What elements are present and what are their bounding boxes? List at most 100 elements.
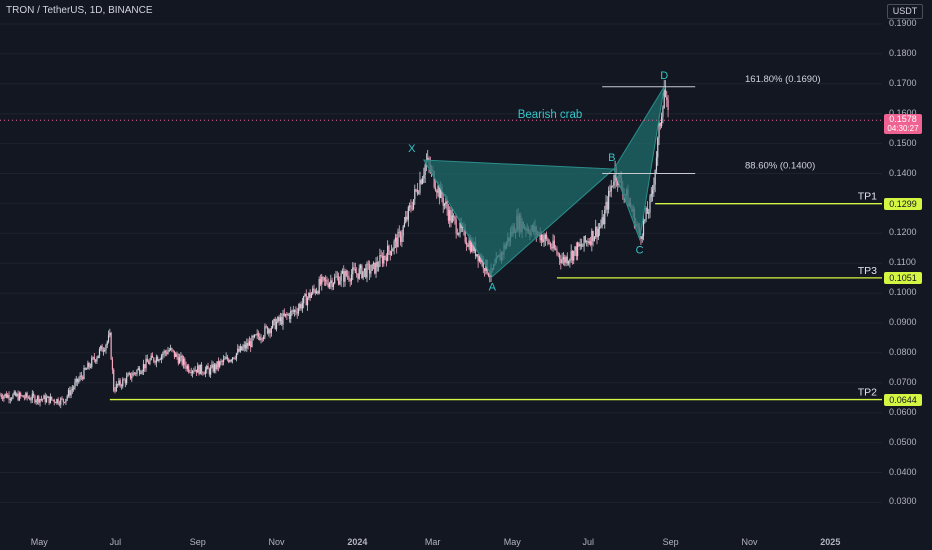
candle-body bbox=[231, 357, 234, 361]
candle-body bbox=[3, 395, 5, 399]
candle-body bbox=[543, 239, 545, 243]
bar-countdown: 04:30:27 bbox=[887, 124, 919, 134]
candle-body bbox=[419, 179, 421, 193]
candle-body bbox=[115, 384, 117, 391]
candle-body bbox=[107, 335, 110, 342]
currency-badge[interactable]: USDT bbox=[887, 4, 923, 19]
candle-body bbox=[0, 394, 1, 396]
candle-body bbox=[197, 365, 199, 373]
candle-body bbox=[392, 248, 394, 252]
candle-body bbox=[53, 399, 55, 403]
candle-body bbox=[415, 189, 417, 191]
candle-body bbox=[193, 370, 195, 372]
candle-body bbox=[114, 390, 116, 392]
candle-body bbox=[22, 395, 24, 398]
candle-body bbox=[378, 266, 380, 268]
candle-body bbox=[482, 258, 484, 269]
candle-body bbox=[596, 226, 598, 238]
candle-body bbox=[124, 379, 126, 384]
candle-body bbox=[132, 372, 134, 377]
candle-body bbox=[578, 242, 580, 247]
candle-body bbox=[113, 369, 115, 391]
harmonic-pattern[interactable]: X A B C D Bearish crab bbox=[408, 70, 668, 294]
candle-body bbox=[653, 184, 655, 190]
target-name-label: TP3 bbox=[858, 265, 877, 277]
candle-body bbox=[204, 369, 207, 375]
candle-body bbox=[195, 369, 198, 373]
candle-body bbox=[663, 89, 665, 108]
candle-body bbox=[65, 398, 67, 403]
candle-body bbox=[60, 398, 62, 405]
candle-body bbox=[575, 246, 577, 257]
candle-body bbox=[269, 329, 271, 334]
candle-body bbox=[154, 361, 156, 363]
candle-body bbox=[172, 349, 174, 351]
candle-body bbox=[477, 254, 479, 262]
candle-body bbox=[235, 353, 238, 359]
candle-body bbox=[73, 387, 75, 389]
annotation-lines[interactable]: 161.80% (0.1690) 88.60% (0.1400) TP1 TP3 TP2 bbox=[0, 74, 882, 401]
candle-body bbox=[166, 352, 168, 355]
candle-body bbox=[133, 372, 135, 374]
candle-body bbox=[468, 240, 470, 247]
candle-body bbox=[150, 355, 152, 360]
candle-body bbox=[397, 231, 399, 248]
fib-level-label: 88.60% (0.1400) bbox=[745, 161, 815, 172]
candle-body bbox=[118, 380, 120, 385]
candle-body bbox=[602, 217, 605, 225]
candle-body bbox=[567, 261, 570, 264]
candle-body bbox=[128, 373, 130, 375]
y-tick-label: 0.1700 bbox=[889, 77, 917, 88]
candle-body bbox=[78, 379, 80, 383]
candle-body bbox=[556, 249, 558, 254]
candle-body bbox=[260, 338, 262, 340]
candle-body bbox=[614, 167, 616, 182]
candle-body bbox=[555, 248, 557, 250]
candle-body bbox=[31, 393, 33, 400]
y-tick-label: 0.0900 bbox=[889, 317, 917, 327]
candle-body bbox=[604, 210, 606, 225]
candle-body bbox=[449, 210, 451, 221]
candle-body bbox=[137, 368, 139, 371]
pattern-triangle-xab bbox=[422, 159, 616, 278]
candle-body bbox=[379, 255, 381, 267]
candle-body bbox=[381, 256, 384, 264]
candle-body bbox=[548, 243, 550, 245]
candle-body bbox=[409, 205, 411, 207]
candle-body bbox=[233, 357, 235, 359]
candle-body bbox=[455, 219, 457, 234]
candle-body bbox=[287, 314, 289, 316]
candle-body bbox=[322, 276, 324, 278]
grid bbox=[0, 23, 882, 503]
candle-body bbox=[221, 361, 223, 363]
candle-body bbox=[104, 350, 106, 351]
candle-body bbox=[323, 277, 325, 281]
candle-body bbox=[610, 186, 612, 192]
pattern-triangle-bcd bbox=[613, 86, 665, 242]
candle-body bbox=[321, 276, 323, 285]
candle-body bbox=[304, 294, 306, 296]
candle-body bbox=[190, 372, 192, 374]
candle-body bbox=[593, 236, 596, 242]
candle-body bbox=[4, 393, 6, 396]
candle-body bbox=[123, 379, 125, 381]
candle-body bbox=[135, 373, 137, 375]
candle-body bbox=[301, 303, 303, 309]
candle-body bbox=[87, 362, 89, 370]
candle-body bbox=[553, 240, 555, 249]
x-tick-label: Jul bbox=[582, 537, 595, 547]
x-tick-label: Sep bbox=[189, 537, 206, 547]
target-price-tag: 0.0644 bbox=[884, 393, 922, 406]
candle-body bbox=[571, 251, 574, 261]
candle-body bbox=[540, 235, 543, 241]
candle-body bbox=[273, 319, 275, 322]
candle-body bbox=[339, 280, 341, 285]
candle-body bbox=[558, 253, 561, 260]
candle-body bbox=[52, 399, 54, 401]
candle-body bbox=[194, 369, 196, 372]
candle-body bbox=[9, 399, 11, 400]
candle-body bbox=[39, 399, 41, 403]
candle-body bbox=[309, 292, 311, 298]
candle-body bbox=[442, 197, 444, 206]
